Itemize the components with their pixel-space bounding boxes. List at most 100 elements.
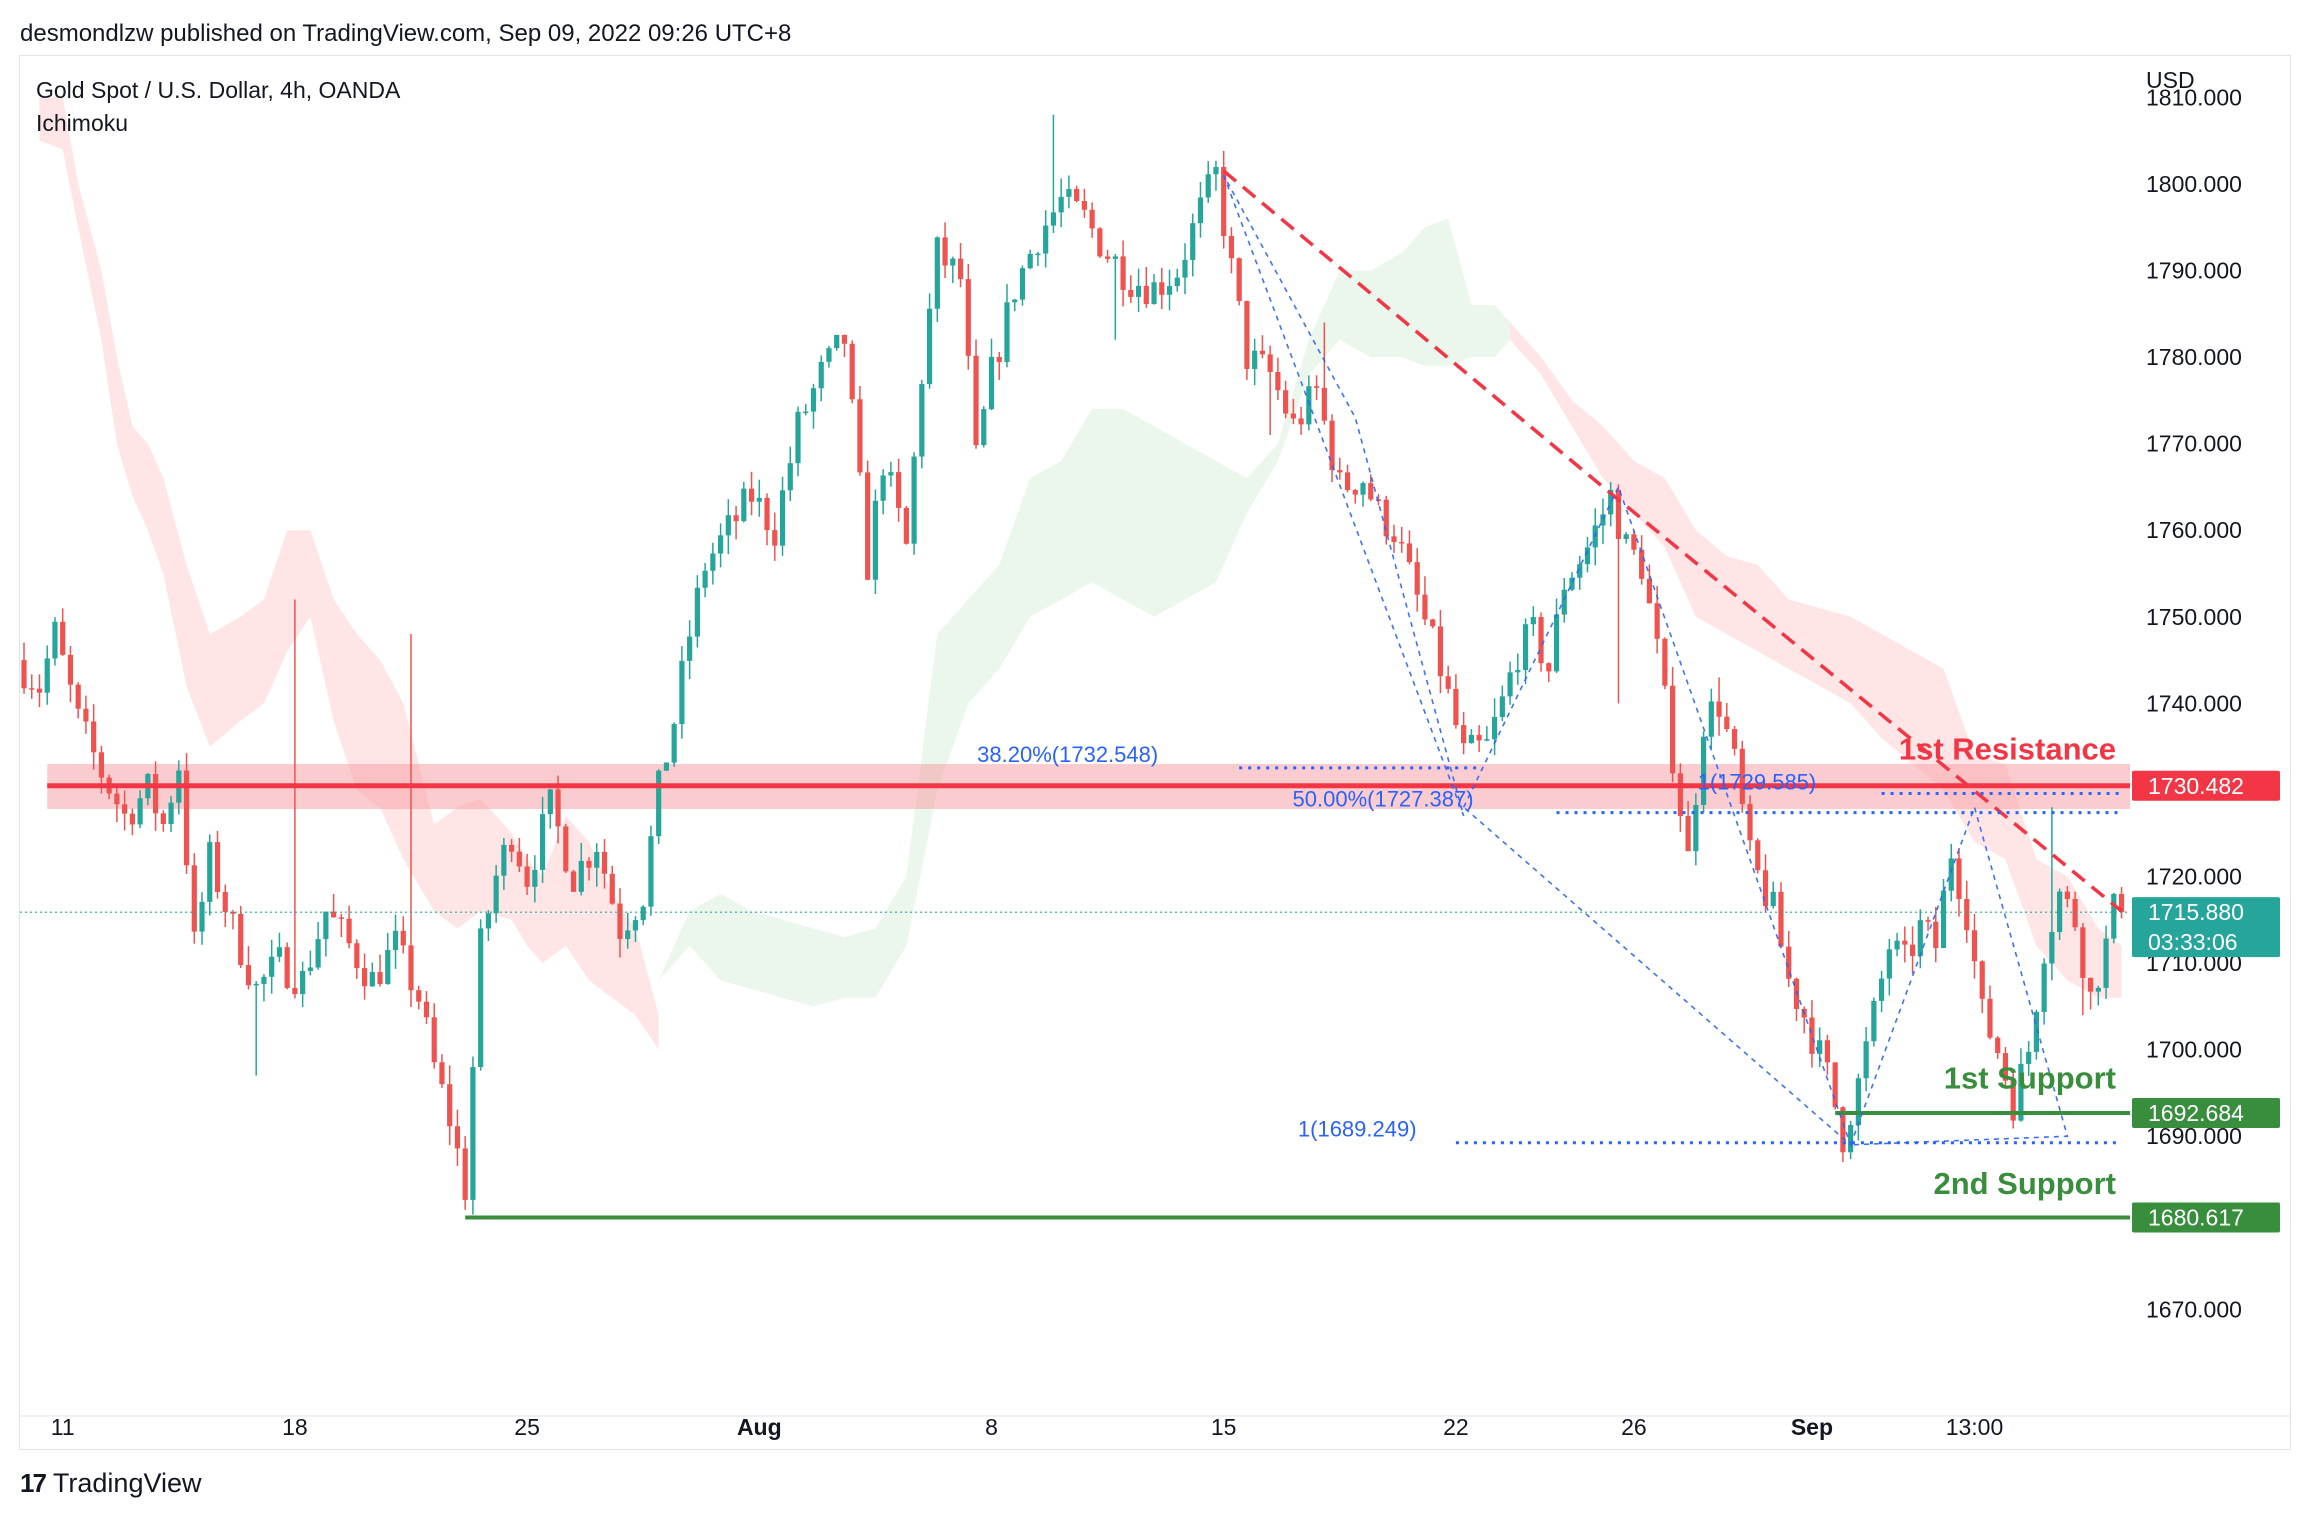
candle-body: [1747, 803, 1753, 841]
candle: [2111, 892, 2117, 944]
level-price-tag: 1730.482: [2132, 770, 2280, 801]
candle: [2064, 886, 2070, 908]
candle-body: [1182, 259, 1188, 278]
candle-body: [114, 793, 120, 805]
price-axis-tick: 1700.000: [2146, 1037, 2242, 1063]
candle: [756, 479, 762, 517]
candle-body: [772, 530, 778, 546]
candle: [1824, 1034, 1831, 1076]
candle-body: [1019, 268, 1026, 300]
candle: [957, 242, 964, 288]
candle: [168, 795, 174, 833]
candle: [83, 695, 89, 734]
candle-body: [617, 903, 623, 939]
fib-level-label: 1(1689.249): [1298, 1117, 1417, 1142]
candle: [1809, 1000, 1815, 1068]
candle-body: [1809, 1017, 1815, 1054]
indicator-name: Ichimoku: [36, 110, 128, 136]
candle: [996, 351, 1002, 380]
time-axis-tick: Aug: [737, 1414, 782, 1440]
candle-body: [207, 842, 213, 902]
footer-brand[interactable]: TradingView: [52, 1468, 202, 1498]
candle-body: [1886, 949, 1892, 979]
candle: [338, 913, 344, 938]
candle-body: [1685, 815, 1691, 852]
candle-body: [1360, 483, 1366, 495]
price-chart[interactable]: 38.20%(1732.548) 50.00%(1727.387) 1(1729.5…: [20, 56, 2290, 1449]
candle-body: [1461, 725, 1467, 744]
candle: [1677, 763, 1683, 832]
candle-body: [1971, 930, 1978, 962]
candle-body: [656, 770, 662, 837]
candle-body: [625, 930, 631, 939]
candle-body: [1166, 286, 1173, 295]
candle: [570, 869, 577, 892]
candle-body: [1894, 940, 1900, 950]
candle-body: [1290, 413, 1296, 419]
candle-body: [803, 411, 809, 414]
candle-body: [1987, 998, 1993, 1038]
candle: [1050, 114, 1057, 233]
candle: [323, 911, 329, 957]
candle-body: [1143, 285, 1149, 304]
candle-body: [779, 490, 786, 546]
candle: [1313, 375, 1320, 400]
candle-body: [1368, 483, 1374, 500]
candle-body: [1430, 619, 1436, 627]
candle: [44, 645, 50, 705]
candle-body: [547, 789, 553, 815]
fib-extension-path: [1222, 174, 1465, 817]
candle-body: [67, 654, 74, 685]
candle-body: [1252, 350, 1258, 369]
candle-body: [965, 279, 971, 356]
candle-body: [2026, 1051, 2032, 1064]
candle-body: [1097, 228, 1103, 257]
candle: [849, 340, 855, 404]
level-price-tag-bg: [2132, 770, 2280, 801]
candle: [1035, 251, 1041, 266]
candle-body: [1004, 302, 1010, 363]
candle: [609, 865, 615, 905]
candle: [679, 646, 685, 739]
candle-body: [2118, 893, 2125, 913]
candle-body: [841, 334, 848, 344]
candle-body: [501, 844, 507, 876]
candle: [656, 769, 662, 845]
candle: [1747, 795, 1753, 851]
candle-body: [1035, 253, 1041, 256]
candle: [199, 892, 205, 945]
candle: [1700, 731, 1707, 813]
candle-body: [586, 860, 592, 868]
candle-body: [880, 475, 886, 501]
level-label: 2nd Support: [1933, 1166, 2116, 1201]
candle-body: [1383, 499, 1389, 537]
candle-body: [408, 945, 414, 991]
candle-body: [1197, 197, 1204, 224]
candle-body: [2064, 891, 2070, 899]
candle-body: [1484, 739, 1490, 741]
candle-body: [1623, 534, 1629, 539]
candle-body: [1848, 1125, 1854, 1153]
candle: [710, 542, 716, 585]
candle-body: [222, 891, 228, 912]
candle-body: [331, 911, 337, 918]
candle: [702, 563, 708, 598]
candle: [137, 790, 143, 829]
candle-body: [1337, 470, 1343, 473]
candle: [392, 914, 399, 969]
candle-body: [942, 237, 948, 266]
candle: [1383, 495, 1389, 545]
candle-body: [307, 967, 313, 972]
candle-body: [300, 971, 306, 995]
candle: [1236, 257, 1242, 306]
candle: [1445, 665, 1451, 694]
candle: [331, 893, 337, 918]
candle-body: [199, 901, 205, 932]
tradingview-logo-icon[interactable]: 17: [20, 1468, 47, 1498]
candle-body: [601, 851, 608, 874]
candle: [292, 599, 298, 999]
candle: [1190, 213, 1196, 277]
candle-body: [122, 804, 128, 814]
price-axis-tick: 1790.000: [2146, 258, 2242, 284]
candle: [524, 853, 530, 895]
